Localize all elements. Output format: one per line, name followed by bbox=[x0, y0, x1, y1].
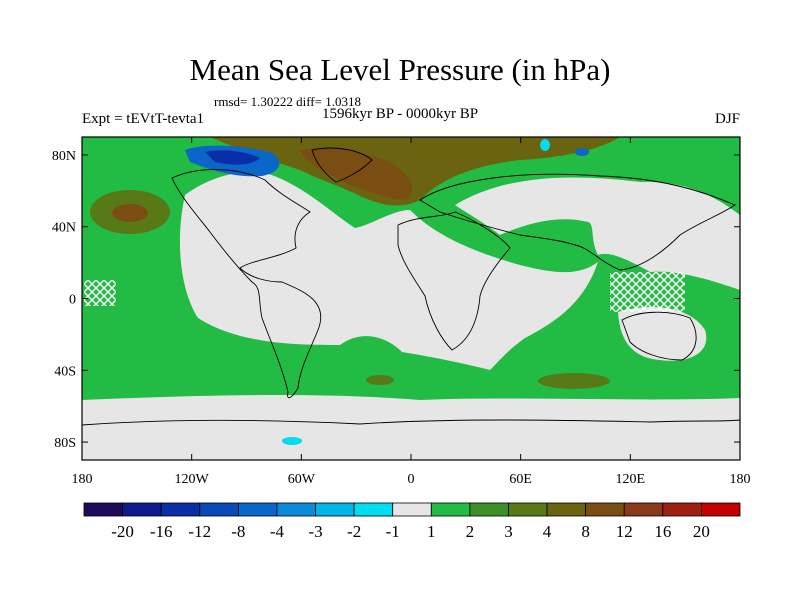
colorbar-swatch bbox=[276, 502, 316, 517]
colorbar-label: 8 bbox=[581, 522, 590, 541]
coastline-eurasia bbox=[419, 173, 736, 271]
colorbar-swatch bbox=[160, 502, 201, 517]
colorbar-swatch bbox=[508, 502, 548, 517]
colorbar-label: -2 bbox=[347, 522, 361, 541]
colorbar: -20 -16 -12 -8 -4 -3 -2 -1 1 2 3 4 8 12 16 20 bbox=[83, 502, 741, 541]
field-north-pacific-core bbox=[112, 204, 148, 222]
colorbar-swatch bbox=[662, 502, 702, 517]
lat-tick-label: 0 bbox=[69, 293, 76, 308]
field-arctic-negative-small bbox=[540, 139, 550, 151]
pressure-field bbox=[82, 137, 740, 460]
lat-tick-label: 40S bbox=[54, 364, 76, 379]
colorbar-swatch bbox=[83, 502, 123, 517]
field-gray-band-south bbox=[82, 395, 740, 460]
colorbar-label: 12 bbox=[616, 522, 633, 541]
colorbar-label: 16 bbox=[654, 522, 671, 541]
lat-tick-label: 80S bbox=[54, 436, 76, 451]
axis-ticks bbox=[81, 137, 741, 460]
colorbar-label: 1 bbox=[427, 522, 436, 541]
coastline-greenland bbox=[311, 147, 373, 183]
coastline-americas bbox=[171, 169, 322, 399]
lon-tick-label: 180 bbox=[72, 472, 93, 487]
field-arctic-strong-positive bbox=[300, 148, 413, 200]
colorbar-label: 4 bbox=[543, 522, 552, 541]
field-indian-ocean-patch bbox=[538, 373, 610, 389]
colorbar-swatch bbox=[546, 502, 587, 517]
field-greenland-strong-negative bbox=[205, 150, 260, 165]
lon-tick-label: 0 bbox=[408, 472, 415, 487]
colorbar-swatch bbox=[237, 502, 278, 517]
stats-label: rmsd= 1.30222 diff= 1.0318 bbox=[214, 94, 361, 109]
lon-tick-label: 180 bbox=[730, 472, 751, 487]
colorbar-label: 3 bbox=[504, 522, 513, 541]
colorbar-label: -8 bbox=[231, 522, 245, 541]
colorbar-label: -4 bbox=[270, 522, 285, 541]
field-south-atlantic-patch bbox=[366, 375, 394, 385]
map-title: Mean Sea Level Pressure (in hPa) bbox=[189, 52, 611, 87]
lon-tick-label: 120W bbox=[175, 472, 210, 487]
lon-tick-label: 60W bbox=[288, 472, 316, 487]
colorbar-label: -12 bbox=[188, 522, 211, 541]
lat-tick-label: 80N bbox=[52, 149, 76, 164]
colorbar-label: -1 bbox=[386, 522, 400, 541]
period-label: 1596kyr BP - 0000kyr BP bbox=[322, 106, 479, 122]
season-label: DJF bbox=[714, 111, 740, 127]
field-gray-eurasia bbox=[455, 177, 740, 290]
experiment-label: Expt = tEVtT-tevta1 bbox=[82, 111, 205, 127]
coastline-australia bbox=[621, 311, 697, 361]
colorbar-swatch bbox=[701, 502, 741, 517]
field-gray-australia bbox=[618, 306, 707, 361]
field-antarctic-negative bbox=[282, 437, 302, 445]
colorbar-label: -20 bbox=[111, 522, 134, 541]
colorbar-swatch bbox=[585, 502, 625, 517]
coastline-antarctica bbox=[82, 419, 740, 426]
colorbar-swatch bbox=[199, 502, 239, 517]
colorbar-label: -3 bbox=[308, 522, 322, 541]
colorbar-label: 20 bbox=[693, 522, 710, 541]
colorbar-swatch bbox=[392, 502, 432, 517]
axis-labels: 180 120W 60W 0 60E 120E 180 80N 40N 0 40S 80S bbox=[52, 149, 751, 487]
significance-hatch-maritime bbox=[610, 272, 685, 312]
significance-hatch-pacific bbox=[84, 280, 116, 306]
colorbar-swatch bbox=[469, 502, 509, 517]
lon-tick-label: 120E bbox=[616, 472, 646, 487]
field-siberia-negative-small bbox=[575, 148, 589, 156]
colorbar-swatch bbox=[353, 502, 394, 517]
lat-tick-label: 40N bbox=[52, 221, 76, 236]
colorbar-swatch bbox=[623, 502, 664, 517]
colorbar-label: 2 bbox=[466, 522, 475, 541]
coastlines bbox=[82, 147, 740, 426]
lon-tick-label: 60E bbox=[509, 472, 532, 487]
colorbar-swatch bbox=[315, 502, 355, 517]
coastline-africa bbox=[397, 211, 511, 351]
colorbar-swatch bbox=[430, 502, 471, 517]
colorbar-label: -16 bbox=[150, 522, 173, 541]
colorbar-swatch bbox=[122, 502, 162, 517]
field-gray-atlantic-americas bbox=[179, 171, 598, 370]
